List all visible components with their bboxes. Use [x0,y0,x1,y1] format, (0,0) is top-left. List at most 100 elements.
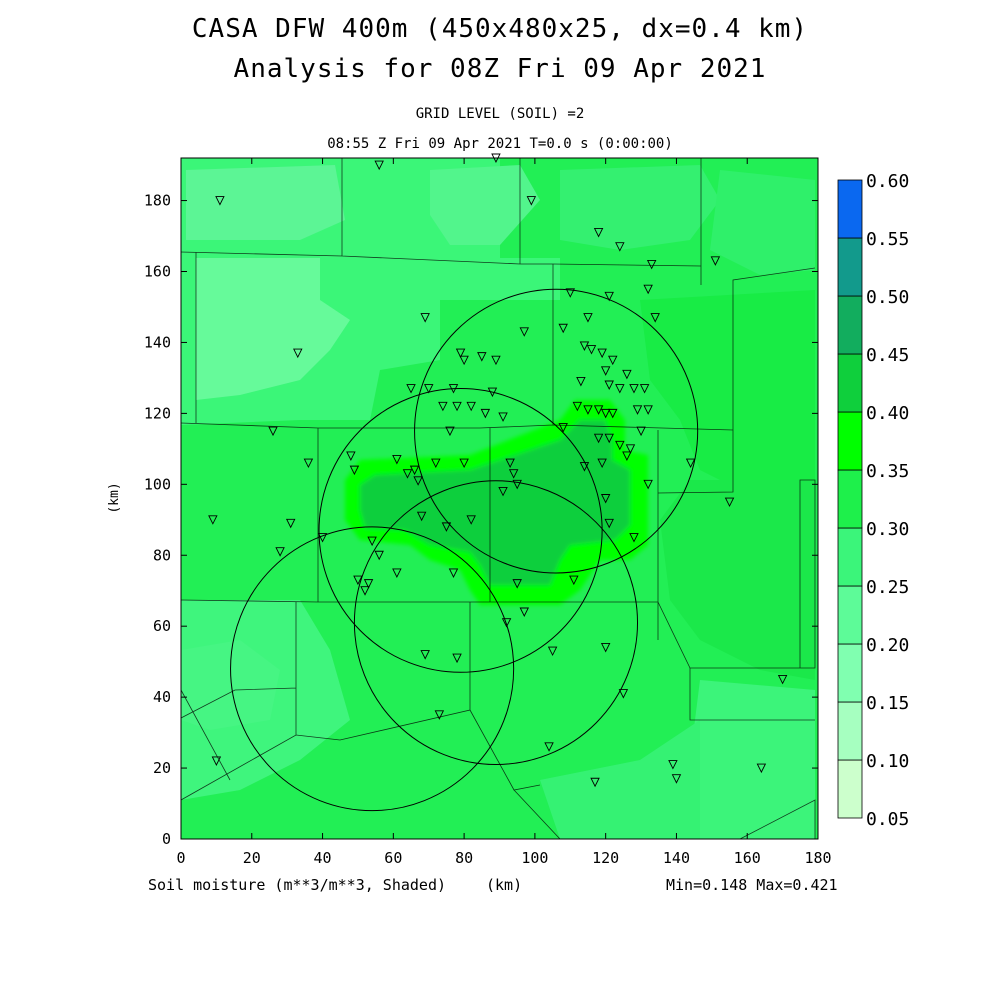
station-marker [452,653,462,664]
x-tick-label: 180 [804,849,831,867]
colorbar-swatch [837,179,863,239]
station-marker [409,465,420,476]
station-marker [724,497,735,508]
y-tick-label: 40 [153,688,171,706]
station-marker [303,458,314,469]
station-marker [597,348,607,359]
x-tick-label: 40 [314,849,332,867]
station-marker [208,515,218,525]
station-marker [431,458,441,469]
station-marker [512,479,522,490]
station-marker [600,408,611,419]
colorbar-label: 0.55 [866,229,909,250]
station-marker [643,479,653,490]
radar-ring [318,388,603,673]
station-marker [597,458,607,469]
colorbar-label: 0.05 [866,809,909,830]
station-marker [491,355,501,366]
station-marker [293,348,303,359]
colorbar: 0.05 0.10 0.15 0.20 0.25 0.30 0.35 0.40 0.45 0.50… [837,171,909,830]
station-marker [622,451,632,461]
station-marker [625,444,636,454]
station-marker [593,433,604,444]
station-marker [600,366,611,376]
y-tick-label: 180 [144,192,171,210]
station-marker [593,228,604,238]
colorbar-label: 0.20 [866,635,909,656]
y-tick-label: 80 [153,546,171,564]
x-units-label: (km) [486,876,523,894]
station-marker [604,380,614,391]
x-tick-label: 60 [384,849,402,867]
station-marker [608,408,618,419]
colorbar-swatch [837,469,863,529]
station-marker [650,313,660,323]
station-marker [646,259,657,270]
station-marker [576,377,586,387]
station-marker [448,384,459,394]
y-tick-label: 20 [153,759,171,777]
station-marker [618,689,629,699]
colorbar-swatch [837,237,863,297]
station-marker [629,384,639,394]
station-marker [438,401,448,412]
y-tick-label: 120 [144,404,171,422]
station-marker [268,426,278,437]
station-marker [459,458,469,469]
shaded-field [181,158,818,839]
station-marker [317,533,328,543]
station-marker [349,465,360,476]
station-marker [547,646,558,657]
radar-ring [353,480,639,766]
colorbar-swatch [837,585,863,645]
county-boundaries [181,158,816,839]
station-marker [455,348,466,359]
station-marker [346,451,356,461]
station-marker [392,455,402,465]
colorbar-swatch [837,353,863,413]
y-tick-label: 100 [144,475,171,493]
x-tick-label: 80 [455,849,473,867]
colorbar-label: 0.40 [866,403,909,424]
station-marker [402,469,413,479]
station-marker [211,756,222,766]
y-tick-label: 160 [144,263,171,281]
x-tick-label: 100 [521,849,548,867]
station-marker [604,291,614,302]
colorbar-swatch [837,295,863,355]
station-marker [466,401,476,412]
radar-ring [414,288,699,574]
radar-ring [230,526,515,812]
station-marker [777,674,788,685]
colorbar-label: 0.60 [866,171,909,192]
station-marker [593,405,604,415]
station-marker [505,458,515,469]
station-marker [423,384,434,394]
station-marker [480,408,491,419]
station-marker [416,511,427,522]
station-marker [434,710,445,720]
colorbar-label: 0.35 [866,461,909,482]
colorbar-swatch [837,527,863,587]
station-marker [565,288,576,298]
station-marker [632,405,643,415]
station-marker [668,760,678,770]
station-marker [615,242,625,252]
station-marker [604,433,614,444]
station-marker [477,352,487,362]
colorbar-label: 0.10 [866,751,909,772]
colorbar-swatch [837,759,863,819]
y-tick-label: 140 [144,333,171,351]
station-marker [498,412,508,422]
colorbar-swatch [837,411,863,471]
station-marker [367,536,377,547]
station-marker [583,313,593,323]
station-marker [519,327,530,337]
station-marker [406,384,416,394]
station-marker [445,426,455,437]
station-marker [363,579,374,589]
x-tick-label: 120 [592,849,619,867]
station-marker [569,575,579,586]
station-marker [487,387,498,398]
